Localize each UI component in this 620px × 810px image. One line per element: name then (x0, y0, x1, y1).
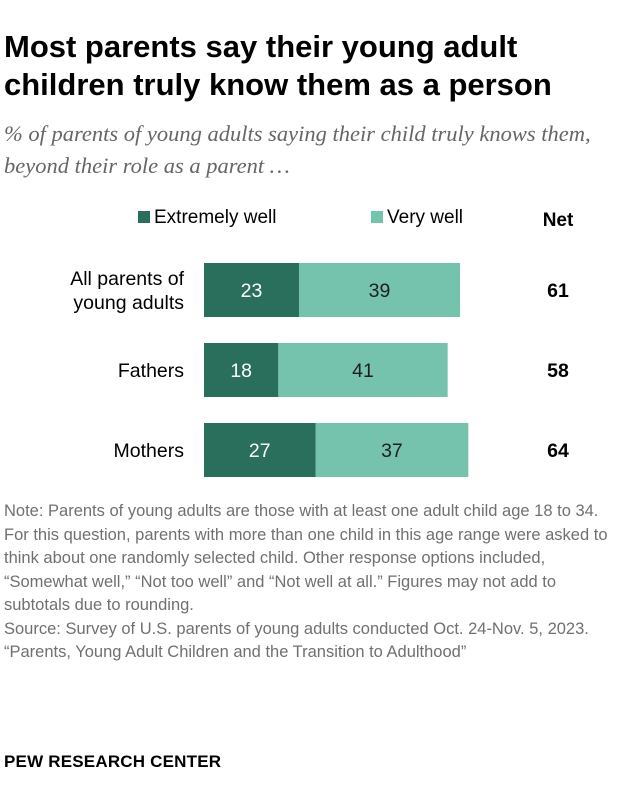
data-label: 23 (241, 280, 263, 302)
data-label: 18 (230, 360, 252, 382)
legend-swatch-1 (371, 211, 383, 223)
note-text: Note: Parents of young adults are those … (4, 502, 608, 614)
net-value: 58 (547, 360, 569, 382)
brand-logo-text: PEW RESEARCH CENTER (4, 752, 222, 771)
category-label: Mothers (114, 440, 185, 462)
net-value: 64 (547, 440, 569, 462)
notes-block: Note: Parents of young adults are those … (4, 500, 616, 665)
data-label: 37 (381, 440, 403, 462)
net-value: 61 (547, 280, 569, 302)
chart-subtitle: % of parents of young adults saying thei… (4, 121, 591, 178)
bar-segment (204, 423, 316, 477)
bar-segment (298, 263, 461, 317)
legend-label-0: Extremely well (154, 207, 276, 228)
stacked-bar-chart: Extremely well Very well Net All parents of… (70, 207, 574, 477)
report-title: “Parents, Young Adult Children and the T… (4, 643, 467, 661)
data-label: 41 (352, 360, 374, 382)
legend-label-1: Very well (387, 207, 463, 228)
bar-segment (278, 343, 448, 397)
net-header: Net (543, 210, 574, 231)
chart-title: Most parents say their young adult child… (4, 29, 552, 102)
category-label: young adults (73, 292, 184, 314)
data-label: 39 (369, 280, 391, 302)
bar-segment (204, 343, 279, 397)
category-label: Fathers (118, 360, 184, 382)
bar-segment (315, 423, 469, 477)
legend-swatch-0 (138, 211, 150, 223)
source-text: Source: Survey of U.S. parents of young … (4, 619, 589, 638)
bar-segment (204, 263, 299, 317)
category-label: All parents of (70, 268, 184, 290)
data-label: 27 (249, 440, 271, 462)
